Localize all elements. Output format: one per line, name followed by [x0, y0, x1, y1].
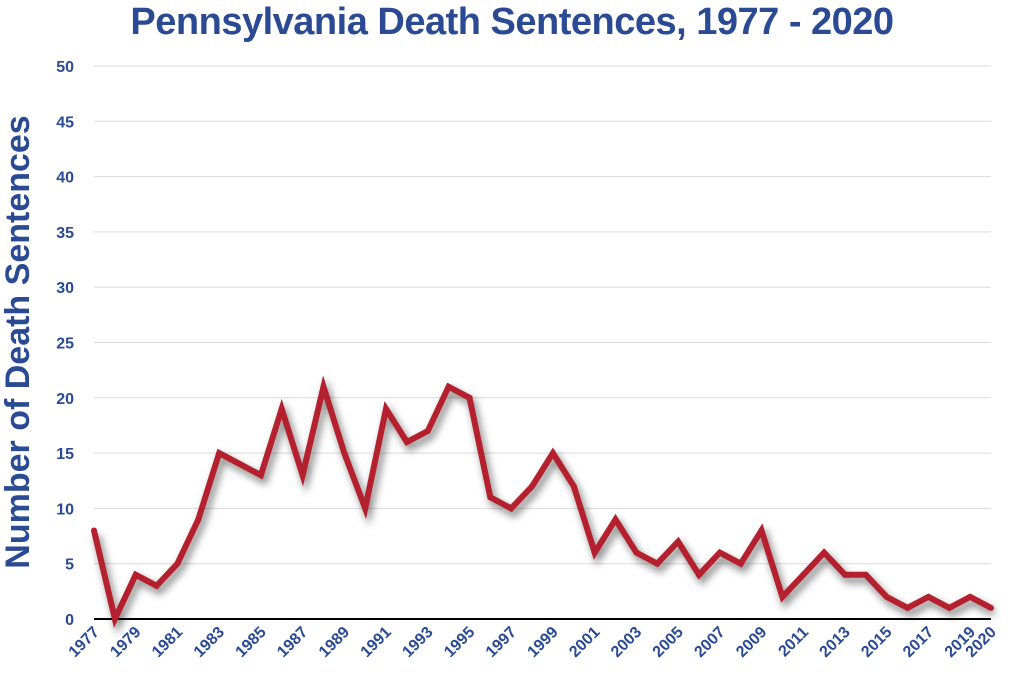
data-point — [341, 450, 348, 457]
x-tick-label: 2003 — [608, 624, 645, 661]
data-point — [821, 549, 828, 556]
series — [91, 375, 996, 635]
data-point — [779, 593, 786, 600]
y-tick-label: 50 — [56, 59, 74, 76]
data-point — [695, 571, 702, 578]
y-tick-label: 25 — [56, 336, 74, 353]
data-point — [758, 527, 765, 534]
data-point — [278, 405, 285, 412]
series-line — [91, 375, 993, 629]
data-point — [257, 472, 264, 479]
data-point — [862, 571, 869, 578]
x-tick-label: 2009 — [733, 624, 770, 661]
x-tick-label: 1977 — [66, 624, 103, 661]
data-point — [988, 604, 994, 611]
x-tick-label: 2011 — [776, 624, 813, 661]
y-tick-label: 0 — [65, 612, 74, 629]
data-point — [487, 494, 494, 501]
data-point — [800, 571, 807, 578]
x-tick-label: 2001 — [566, 624, 603, 661]
x-tick-label: 1989 — [316, 624, 353, 661]
x-tick-label: 1997 — [483, 624, 520, 661]
data-point — [883, 593, 890, 600]
data-point — [403, 439, 410, 446]
data-point — [299, 472, 306, 479]
x-tick-label: 1995 — [441, 624, 478, 661]
data-point — [383, 405, 390, 412]
y-tick-label: 45 — [56, 114, 74, 131]
y-tick-label: 10 — [56, 501, 74, 518]
data-point — [675, 538, 682, 545]
data-point — [174, 560, 181, 567]
y-tick-label: 20 — [56, 391, 74, 408]
y-tick-label: 35 — [56, 225, 74, 242]
data-point — [132, 571, 139, 578]
x-tick-label: 2017 — [900, 624, 937, 661]
grid-lines — [94, 65, 991, 565]
x-tick-label: 1993 — [399, 624, 436, 661]
data-point — [737, 560, 744, 567]
data-point — [508, 505, 515, 512]
x-tick-label: 1991 — [358, 624, 395, 661]
data-point — [424, 427, 431, 434]
x-tick-label: 1987 — [274, 624, 311, 661]
data-point — [570, 483, 577, 490]
y-tick-labels: 0 5 10 15 20 25 30 35 40 45 50 — [56, 59, 74, 629]
x-tick-label: 1985 — [233, 624, 270, 661]
y-tick-label: 40 — [56, 170, 74, 187]
data-point — [904, 604, 911, 611]
x-tick-label: 1999 — [525, 624, 562, 661]
data-point — [591, 549, 598, 556]
data-point — [195, 516, 202, 523]
y-tick-label: 15 — [56, 446, 74, 463]
x-tick-label: 1983 — [191, 624, 228, 661]
data-point — [111, 616, 118, 622]
data-point — [612, 516, 619, 523]
y-axis-title: Number of Death Sentences — [0, 115, 37, 568]
data-point — [633, 549, 640, 556]
data-point — [529, 483, 536, 490]
y-tick-label: 30 — [56, 280, 74, 297]
data-point — [967, 593, 974, 600]
data-point — [216, 450, 223, 457]
data-point — [362, 505, 369, 512]
data-point — [841, 571, 848, 578]
data-point — [153, 582, 160, 589]
x-tick-label: 1979 — [107, 624, 144, 661]
data-point — [716, 549, 723, 556]
x-tick-label: 2015 — [858, 624, 895, 661]
x-tick-label: 2007 — [691, 624, 728, 661]
data-point — [91, 527, 97, 534]
x-tick-label: 2013 — [817, 624, 854, 661]
data-point — [654, 560, 661, 567]
data-point — [445, 383, 452, 390]
data-point — [320, 383, 327, 390]
data-point — [237, 461, 244, 468]
data-point — [466, 394, 473, 401]
chart-title: Pennsylvania Death Sentences, 1977 - 202… — [130, 1, 894, 43]
data-point — [549, 450, 556, 457]
data-point — [946, 604, 953, 611]
series-line-shadow — [93, 378, 996, 635]
y-tick-label: 5 — [65, 557, 74, 574]
x-tick-label: 1981 — [149, 624, 186, 661]
x-tick-label: 2005 — [650, 624, 687, 661]
data-point — [925, 593, 932, 600]
x-tick-labels: 1977 1979 1981 1983 1985 1987 1989 1991 1993 1995… — [66, 624, 1000, 661]
